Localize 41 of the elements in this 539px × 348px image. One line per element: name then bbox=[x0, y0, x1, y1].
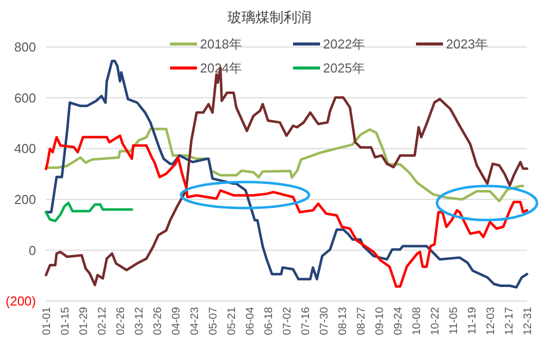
x-tick-label: 04-23 bbox=[188, 307, 201, 336]
legend-label: 2018年 bbox=[200, 36, 242, 52]
x-tick-label: 07-02 bbox=[281, 307, 294, 336]
x-tick-label: 08-27 bbox=[355, 307, 368, 336]
x-tick-label: 09-24 bbox=[392, 307, 404, 336]
x-tick-label: 12-17 bbox=[503, 307, 516, 336]
y-tick-label: 600 bbox=[14, 90, 36, 106]
y-tick-label: 200 bbox=[14, 192, 36, 207]
x-tick-label: 12-31 bbox=[522, 307, 534, 336]
x-tick-label: 04-09 bbox=[170, 307, 182, 336]
x-tick-label: 10-08 bbox=[410, 307, 423, 336]
y-tick-label: (200) bbox=[6, 294, 36, 309]
x-tick-label: 10-22 bbox=[429, 307, 442, 336]
x-tick-label: 05-21 bbox=[226, 307, 238, 336]
x-tick-label: 11-19 bbox=[466, 307, 478, 334]
legend-label: 2025年 bbox=[323, 60, 365, 76]
y-tick-label: 0 bbox=[28, 242, 36, 258]
legend-label: 2024年 bbox=[200, 60, 242, 76]
x-tick-label: 02-26 bbox=[114, 307, 127, 336]
chart-title: 玻璃煤制利润 bbox=[228, 9, 312, 25]
line-series bbox=[44, 134, 528, 288]
x-tick-label: 09-10 bbox=[374, 307, 386, 336]
line-series bbox=[44, 202, 134, 222]
y-tick-label: 400 bbox=[14, 141, 36, 156]
x-tick-label: 06-18 bbox=[262, 307, 275, 336]
x-tick-label: 11-05 bbox=[448, 307, 460, 334]
x-tick-label: 06-04 bbox=[244, 307, 256, 336]
x-tick-label: 02-12 bbox=[96, 307, 108, 336]
x-tick-label: 07-16 bbox=[300, 307, 312, 336]
x-tick-label: 08-13 bbox=[336, 307, 349, 336]
legend-label: 2022年 bbox=[323, 36, 365, 52]
x-tick-label: 03-26 bbox=[152, 307, 164, 336]
x-tick-label: 01-15 bbox=[59, 307, 72, 336]
x-tick-label: 03-12 bbox=[133, 307, 146, 336]
x-tick-label: 12-03 bbox=[484, 307, 497, 336]
x-tick-label: 07-30 bbox=[318, 307, 330, 336]
x-tick-label: 05-07 bbox=[207, 307, 220, 336]
legend-label: 2023年 bbox=[446, 36, 488, 52]
y-tick-label: 800 bbox=[14, 40, 36, 55]
x-tick-label: 01-29 bbox=[78, 307, 90, 336]
x-tick-label: 01-01 bbox=[40, 307, 53, 336]
